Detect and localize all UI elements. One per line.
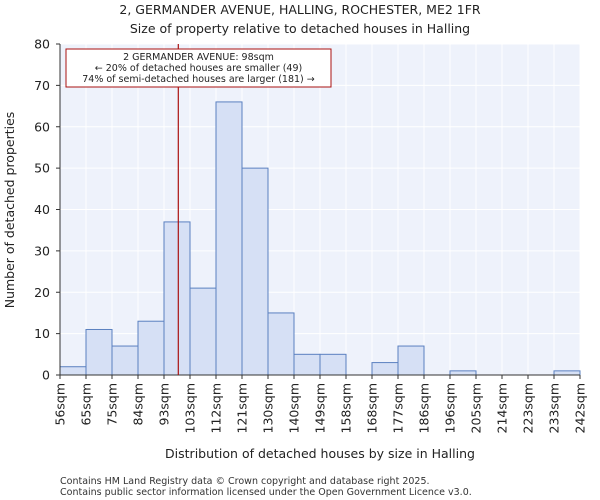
x-tick-label: 223sqm <box>521 383 536 433</box>
y-tick-label: 40 <box>34 202 50 217</box>
y-axis-label: Number of detached properties <box>2 112 17 309</box>
annotation-line-2: ← 20% of detached houses are smaller (49… <box>95 63 302 74</box>
bar-140sqm <box>293 353 321 376</box>
x-tick-label: 233sqm <box>547 383 562 433</box>
bar-196sqm <box>449 370 477 376</box>
x-tick-label: 93sqm <box>157 383 172 426</box>
bar-130sqm <box>267 312 295 376</box>
x-tick-label: 121sqm <box>235 383 250 433</box>
footer-line-1: Contains HM Land Registry data © Crown c… <box>60 476 430 487</box>
x-axis-label: Distribution of detached houses by size … <box>165 446 475 461</box>
bar-65sqm <box>85 328 113 376</box>
bar-84sqm <box>137 320 165 376</box>
y-tick-label: 20 <box>34 285 50 300</box>
x-tick-label: 84sqm <box>131 383 146 426</box>
x-tick-label: 242sqm <box>573 383 588 433</box>
bar-103sqm <box>189 287 217 376</box>
x-tick-label: 168sqm <box>365 383 380 433</box>
x-tick-label: 103sqm <box>183 383 198 433</box>
x-tick-label: 75sqm <box>105 383 120 426</box>
bar-93sqm <box>163 221 191 376</box>
bar-56sqm <box>59 366 87 376</box>
x-tick-label: 205sqm <box>469 383 484 433</box>
annotation-line-1: 2 GERMANDER AVENUE: 98sqm <box>123 52 274 63</box>
x-tick-label: 196sqm <box>443 383 458 433</box>
x-tick-label: 140sqm <box>287 383 302 433</box>
y-tick-label: 60 <box>34 119 50 134</box>
x-tick-label: 65sqm <box>79 383 94 426</box>
bar-75sqm <box>111 345 139 376</box>
x-tick-label: 149sqm <box>313 383 328 433</box>
bar-149sqm <box>319 353 347 376</box>
bar-112sqm <box>215 101 243 376</box>
x-tick-label: 158sqm <box>339 383 354 433</box>
bar-233sqm <box>553 370 581 376</box>
y-tick-label: 10 <box>34 326 50 341</box>
chart-subtitle: Size of property relative to detached ho… <box>130 21 470 36</box>
bar-177sqm <box>397 345 425 376</box>
y-tick-label: 50 <box>34 161 50 176</box>
y-tick-label: 80 <box>34 37 50 52</box>
annotation-line-3: 74% of semi-detached houses are larger (… <box>82 74 315 85</box>
y-tick-label: 70 <box>34 78 50 93</box>
x-tick-label: 56sqm <box>53 383 68 426</box>
chart-title: 2, GERMANDER AVENUE, HALLING, ROCHESTER,… <box>119 2 481 17</box>
plot-area: 0 10 20 30 40 50 60 70 80 56sqm 65sqm 75sqm 84sqm 93s… <box>34 37 587 434</box>
x-tick-label: 112sqm <box>209 383 224 433</box>
x-tick-label: 177sqm <box>391 383 406 433</box>
x-tick-label: 130sqm <box>261 383 276 433</box>
annotation-box <box>65 48 332 88</box>
bar-168sqm <box>371 362 399 376</box>
x-tick-label: 214sqm <box>495 383 510 433</box>
y-tick-label: 0 <box>42 368 50 383</box>
x-tick-label: 186sqm <box>417 383 432 433</box>
y-tick-label: 30 <box>34 243 50 258</box>
footer-line-2: Contains public sector information licen… <box>60 487 472 498</box>
bar-121sqm <box>241 167 269 376</box>
